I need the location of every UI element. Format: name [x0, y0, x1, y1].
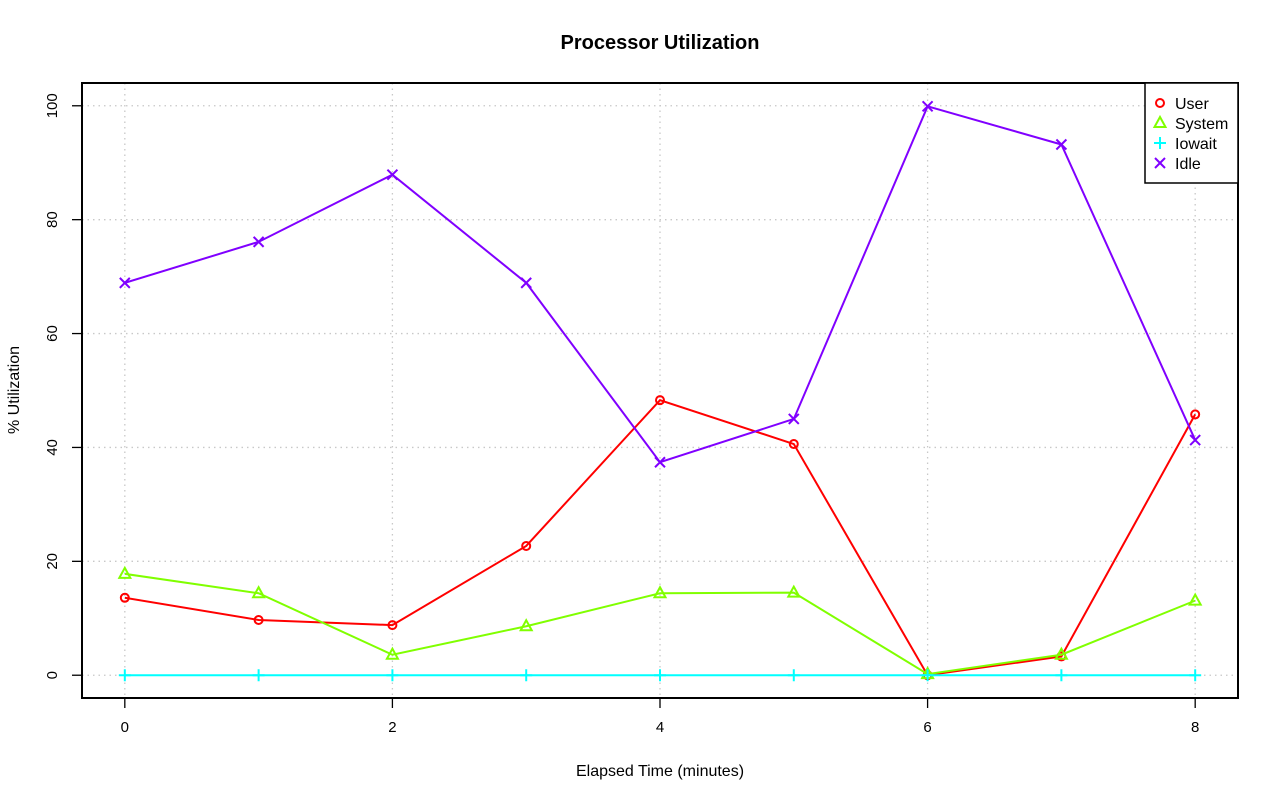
data-point-user — [387, 620, 398, 631]
data-point-user — [521, 540, 532, 551]
data-point-iowait — [787, 669, 800, 682]
data-point-system — [1054, 646, 1069, 660]
data-point-iowait — [520, 669, 533, 682]
series-line-system — [124, 572, 1196, 676]
legend: User System Iowait Idle — [1144, 82, 1239, 184]
chart-title: Processor Utilization — [561, 32, 760, 54]
data-point-system — [1187, 592, 1203, 606]
x-axis-label: Elapsed Time (minutes) — [576, 763, 744, 780]
data-point-iowait — [921, 669, 934, 682]
series-system — [117, 565, 1203, 680]
y-tick-label: 80 — [44, 211, 61, 228]
data-point-system — [786, 584, 801, 598]
x-tick-label: 4 — [656, 719, 664, 736]
data-point-idle — [1055, 138, 1068, 151]
legend-marker-user — [1155, 98, 1165, 108]
legend-label-idle: Idle — [1175, 156, 1201, 173]
series-user — [119, 395, 1201, 681]
data-point-system — [519, 618, 534, 632]
data-point-idle — [386, 168, 399, 181]
y-tick-label: 100 — [44, 93, 61, 118]
x-tick-label: 6 — [923, 719, 931, 736]
data-point-user — [119, 592, 130, 603]
x-tick-label: 8 — [1191, 719, 1199, 736]
grid — [82, 83, 1238, 698]
data-point-system — [117, 565, 133, 579]
series-layer — [117, 100, 1203, 682]
y-tick-label: 20 — [44, 553, 61, 570]
data-point-user — [655, 395, 665, 406]
data-point-idle — [654, 456, 666, 468]
data-point-idle — [788, 413, 800, 425]
data-point-user — [788, 439, 799, 450]
legend-label-system: System — [1175, 116, 1228, 133]
legend-label-user: User — [1175, 96, 1209, 113]
data-point-iowait — [1055, 669, 1068, 682]
data-point-idle — [921, 100, 934, 113]
y-tick-label: 0 — [44, 671, 61, 679]
data-point-iowait — [654, 669, 666, 682]
data-point-idle — [1189, 434, 1201, 446]
legend-label-iowait: Iowait — [1175, 136, 1217, 153]
series-line-user — [124, 399, 1197, 677]
data-point-iowait — [1189, 669, 1202, 682]
data-point-system — [652, 585, 668, 599]
data-point-idle — [119, 277, 131, 289]
data-point-iowait — [252, 669, 265, 682]
data-point-user — [1190, 409, 1201, 420]
x-tick-label: 2 — [388, 719, 396, 736]
series-iowait — [118, 669, 1202, 682]
data-point-iowait — [386, 669, 399, 682]
x-tick-label: 0 — [121, 719, 129, 736]
legend-marker-iowait — [1154, 137, 1166, 149]
data-point-idle — [252, 236, 265, 248]
legend-marker-idle — [1154, 157, 1166, 169]
data-point-system — [251, 585, 266, 599]
y-tick-label: 60 — [44, 325, 61, 342]
legend-marker-system — [1152, 114, 1168, 128]
series-idle — [119, 100, 1201, 468]
data-point-system — [385, 646, 400, 660]
y-axis-label: % Utilization — [6, 346, 23, 434]
data-point-iowait — [118, 669, 131, 682]
y-tick-label: 40 — [44, 439, 61, 456]
data-point-user — [253, 614, 264, 625]
data-point-idle — [520, 277, 532, 289]
